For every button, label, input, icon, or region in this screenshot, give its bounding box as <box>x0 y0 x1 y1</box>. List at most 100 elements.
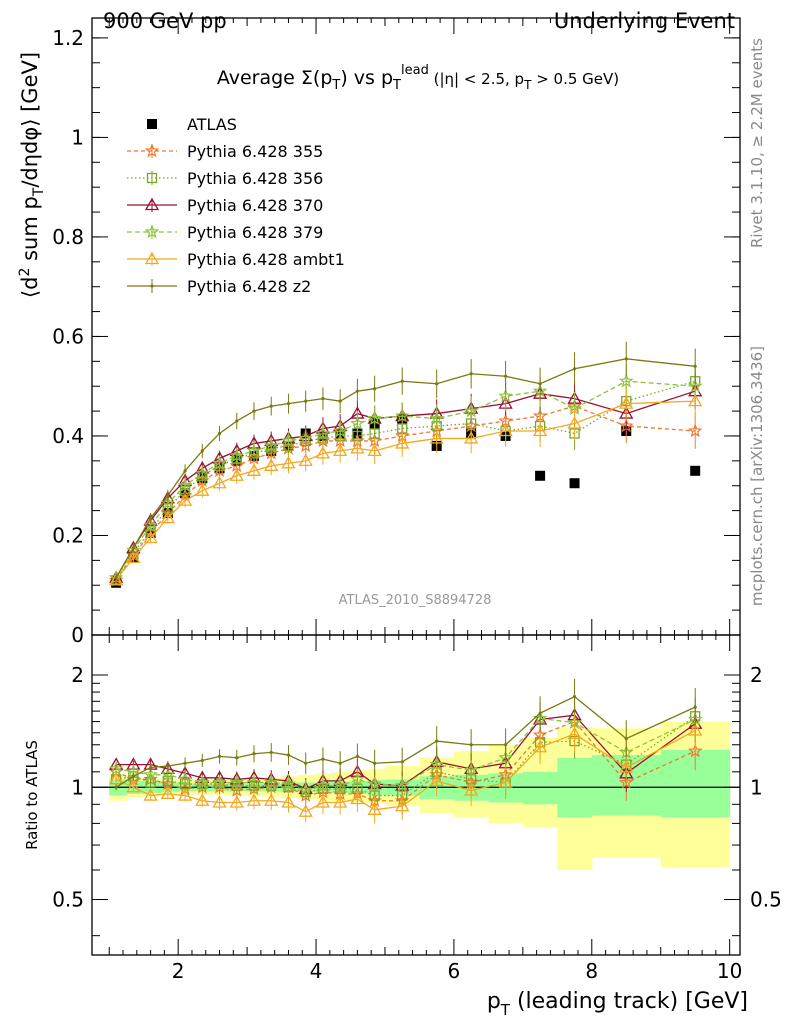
ratio-point <box>498 775 513 788</box>
ratio-point <box>367 802 382 815</box>
ratio-y-axis-label: Ratio to ATLAS <box>23 740 41 850</box>
legend-entry: Pythia 6.428 370 <box>127 196 323 215</box>
data-point <box>367 443 382 457</box>
ratio-point <box>567 726 582 740</box>
main-series-5 <box>109 383 703 586</box>
data-point <box>332 423 348 438</box>
ratio-y-tick-label-left: 1 <box>71 775 84 799</box>
data-point <box>264 458 279 471</box>
legend-swatch-marker <box>150 284 154 288</box>
data-point <box>131 546 135 550</box>
ratio-point <box>350 771 365 786</box>
data-point <box>252 409 256 413</box>
data-point <box>532 423 548 437</box>
data-point <box>200 449 204 453</box>
legend-label: Pythia 6.428 370 <box>187 196 323 215</box>
data-point <box>373 387 377 391</box>
ratio-point <box>195 793 210 806</box>
main-y-tick-label: 1.2 <box>52 26 84 50</box>
ratio-y-tick-label-left: 2 <box>71 663 84 687</box>
ratio-point <box>298 804 313 817</box>
ratio-series-line <box>116 717 696 792</box>
stat-band-bin <box>522 771 558 805</box>
ratio-point <box>619 760 634 773</box>
data-point <box>143 517 158 532</box>
data-point <box>618 373 634 388</box>
data-point <box>195 465 210 480</box>
legend-swatch-marker <box>146 172 158 184</box>
data-point <box>235 419 239 423</box>
data-point <box>469 372 473 376</box>
data-point <box>321 397 325 401</box>
legend-entry: Pythia 6.428 ambt1 <box>127 250 345 269</box>
ratio-point <box>143 788 158 801</box>
ratio-point <box>298 782 313 797</box>
ratio-point <box>264 793 279 806</box>
ratio-point <box>177 788 193 801</box>
data-point <box>246 443 262 458</box>
legend-label: ATLAS <box>187 115 237 134</box>
ratio-point <box>469 743 473 747</box>
header-right: Underlying Event <box>554 9 735 33</box>
ratio-point <box>464 783 479 796</box>
data-point <box>619 396 634 409</box>
x-tick-label: 6 <box>448 959 461 983</box>
ratio-y-tick-label-left: 0.5 <box>52 888 84 912</box>
data-point <box>217 431 222 436</box>
ratio-point <box>143 767 158 781</box>
legend-label: Pythia 6.428 355 <box>187 142 323 161</box>
data-point <box>624 357 628 361</box>
data-point <box>298 453 313 466</box>
ratio-point <box>229 774 245 789</box>
ratio-point <box>281 776 296 791</box>
ratio-point <box>321 757 325 761</box>
ratio-point <box>394 777 410 792</box>
ratio-point <box>315 795 331 808</box>
ratio-point <box>252 752 256 756</box>
x-tick-label: 4 <box>310 959 323 983</box>
analysis-watermark: ATLAS_2010_S8894728 <box>339 593 492 608</box>
ratio-point <box>693 705 697 709</box>
data-point <box>298 430 313 445</box>
main-series-line <box>115 380 696 579</box>
ratio-point <box>131 774 135 778</box>
ratio-point <box>183 761 187 765</box>
ratio-y-tick-label-right: 2 <box>750 663 763 687</box>
data-point <box>538 382 542 386</box>
ratio-point <box>114 785 118 789</box>
data-point <box>229 448 245 463</box>
main-plot-frame <box>91 17 741 636</box>
data-point <box>350 415 365 430</box>
main-series-line <box>115 380 696 581</box>
ratio-point <box>463 762 479 777</box>
ratio-point <box>367 776 382 791</box>
data-point <box>498 388 513 403</box>
ratio-point <box>687 743 703 758</box>
data-point <box>504 374 508 378</box>
legend-label: Pythia 6.428 379 <box>187 223 323 242</box>
legend-swatch-marker <box>144 251 160 265</box>
ratio-point <box>177 771 193 786</box>
ratio-point <box>281 795 296 808</box>
data-point <box>177 493 193 506</box>
main-y-tick-label: 0.6 <box>52 324 84 348</box>
data-point <box>395 436 410 449</box>
data-point <box>338 399 342 403</box>
data-point <box>687 423 703 438</box>
ratio-point <box>108 761 124 776</box>
ratio-point <box>200 758 204 763</box>
ratio-point <box>435 739 439 743</box>
main-series-line <box>115 358 696 579</box>
data-point <box>109 572 124 586</box>
ratio-point <box>373 761 377 765</box>
ratio-point <box>148 765 153 770</box>
ratio-point <box>160 786 175 800</box>
main-series-line <box>115 400 696 581</box>
ratio-series-5 <box>114 678 697 791</box>
ratio-point <box>572 695 577 699</box>
data-series <box>108 341 703 824</box>
ratio-point <box>195 774 210 789</box>
ratio-point <box>688 723 703 736</box>
legend-entry: Pythia 6.428 z2 <box>127 277 311 296</box>
